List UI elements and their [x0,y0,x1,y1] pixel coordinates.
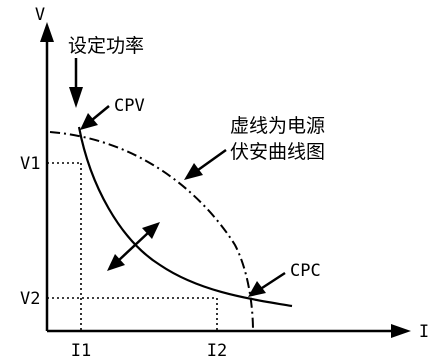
set-power-arrow-head [69,87,83,108]
tick-v2: V2 [20,289,40,309]
cpc-arrow-head [248,281,266,297]
cpc-label: CPC [290,261,321,281]
set-power-label: 设定功率 [68,35,144,57]
cpv-label: CPV [114,96,145,116]
shift-double-arrow-shaft [117,231,150,262]
shift-double-arrow-head-down [107,254,125,271]
cpc-arrow-shaft [261,271,286,290]
y-axis-label: V [35,5,45,25]
tick-v1: V1 [20,154,40,174]
shift-double-arrow-head-up [142,222,160,239]
supply-curve-label-line1: 虚线为电源 [230,115,325,137]
y-axis-arrow [40,22,54,42]
constant-power-curve [77,126,293,308]
supply-vi-curve [49,131,254,332]
x-axis-arrow [391,324,411,338]
tick-i2: I2 [207,341,227,361]
supply-curve-label-line2: 伏安曲线图 [230,141,325,163]
cpv-arrow-head [80,113,98,130]
supply-curve-arrow-shaft [197,148,227,172]
x-axis-label: I [419,322,429,342]
supply-curve-arrow-head [184,163,203,180]
tick-i1: I1 [71,341,91,361]
cpv-arrow-shaft [91,105,110,121]
